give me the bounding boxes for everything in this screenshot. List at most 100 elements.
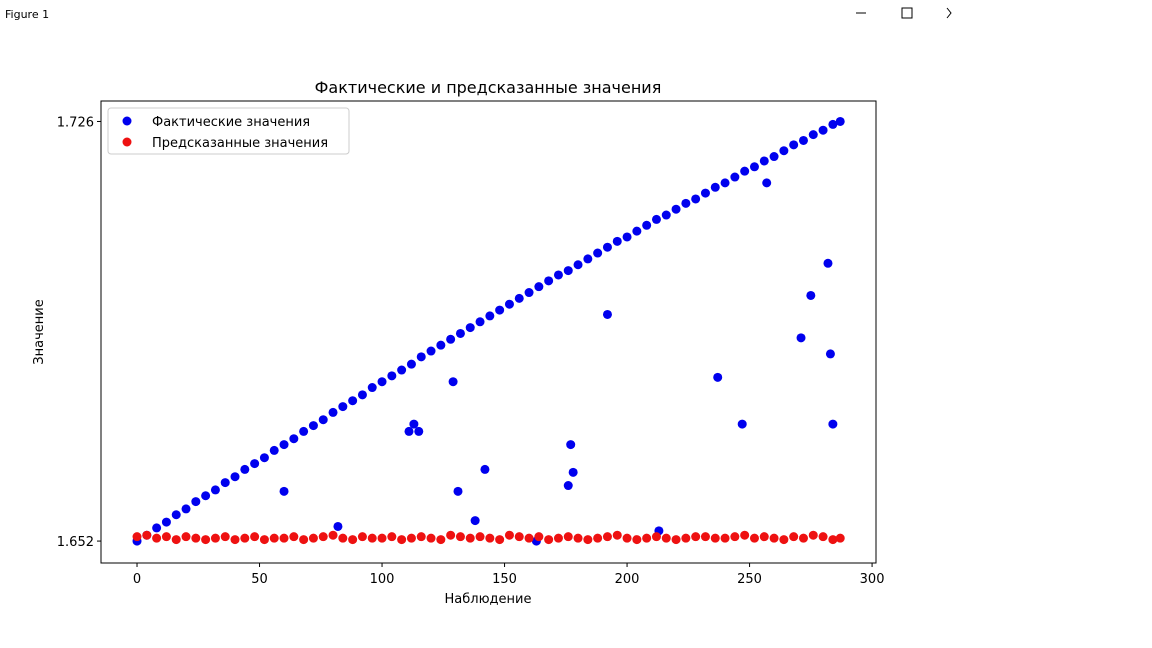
point xyxy=(406,533,416,543)
point xyxy=(201,535,211,545)
point xyxy=(181,532,191,542)
point xyxy=(632,535,642,545)
point xyxy=(269,533,279,543)
point xyxy=(737,419,747,429)
point xyxy=(220,532,230,542)
point xyxy=(691,194,701,204)
point xyxy=(387,371,397,381)
point xyxy=(602,309,612,319)
point xyxy=(769,152,779,162)
point xyxy=(191,533,201,543)
point xyxy=(436,340,446,350)
point xyxy=(681,533,691,543)
point xyxy=(710,533,720,543)
more-button[interactable] xyxy=(946,7,952,19)
point xyxy=(602,532,612,542)
point xyxy=(573,533,583,543)
point xyxy=(818,125,828,135)
point xyxy=(823,258,833,268)
point xyxy=(409,419,419,429)
point xyxy=(642,533,652,543)
point xyxy=(308,421,318,431)
point xyxy=(416,352,426,362)
window-title: Figure 1 xyxy=(5,8,49,21)
point xyxy=(740,166,750,176)
point xyxy=(426,346,436,356)
point xyxy=(806,290,816,300)
point xyxy=(713,372,723,382)
legend-label: Фактические значения xyxy=(152,115,310,130)
point xyxy=(191,497,201,507)
point xyxy=(798,533,808,543)
point xyxy=(279,486,289,496)
point xyxy=(779,146,789,156)
point xyxy=(446,334,456,344)
point xyxy=(210,485,220,495)
chart-title: Фактические и предсказанные значения xyxy=(315,78,662,97)
point xyxy=(259,535,269,545)
x-tick-label: 300 xyxy=(860,572,885,587)
point xyxy=(171,510,181,520)
point xyxy=(534,282,544,292)
point xyxy=(142,530,152,540)
point xyxy=(583,254,593,264)
point xyxy=(612,236,622,246)
point xyxy=(808,130,818,140)
point xyxy=(201,491,211,501)
point xyxy=(328,530,338,540)
point xyxy=(563,532,573,542)
point xyxy=(357,390,367,400)
point xyxy=(759,156,769,166)
point xyxy=(250,459,260,469)
point xyxy=(730,172,740,182)
point xyxy=(671,535,681,545)
point xyxy=(446,530,456,540)
x-axis-label: Наблюдение xyxy=(445,592,532,607)
point xyxy=(789,140,799,150)
point xyxy=(377,533,387,543)
point xyxy=(671,204,681,214)
marks xyxy=(132,116,845,546)
point xyxy=(691,532,701,542)
point xyxy=(152,533,162,543)
point xyxy=(835,533,845,543)
x-tick-label: 100 xyxy=(370,572,395,587)
point xyxy=(397,365,407,375)
point xyxy=(593,533,603,543)
x-tick-label: 0 xyxy=(133,572,141,587)
point xyxy=(828,119,838,129)
point xyxy=(661,210,671,220)
point xyxy=(455,532,465,542)
point xyxy=(504,299,514,309)
legend-label: Предсказанные значения xyxy=(152,136,328,151)
point xyxy=(279,533,289,543)
point xyxy=(338,402,348,412)
point xyxy=(259,453,269,463)
point xyxy=(414,426,424,436)
point xyxy=(240,464,250,474)
point xyxy=(661,533,671,543)
point xyxy=(181,504,191,514)
point xyxy=(289,434,299,444)
point xyxy=(338,533,348,543)
maximize-button[interactable] xyxy=(901,7,913,19)
x-tick-label: 50 xyxy=(251,572,268,587)
point xyxy=(642,220,652,230)
point xyxy=(632,226,642,236)
point xyxy=(152,523,162,533)
point xyxy=(700,532,710,542)
point xyxy=(367,383,377,393)
point xyxy=(583,535,593,545)
point xyxy=(328,407,338,417)
point xyxy=(220,478,230,488)
point xyxy=(453,486,463,496)
point xyxy=(759,532,769,542)
point xyxy=(279,440,289,450)
point xyxy=(161,532,171,542)
point xyxy=(544,276,554,286)
point xyxy=(308,533,318,543)
point xyxy=(828,535,838,545)
point xyxy=(825,349,835,359)
point xyxy=(299,426,309,436)
point xyxy=(377,377,387,387)
